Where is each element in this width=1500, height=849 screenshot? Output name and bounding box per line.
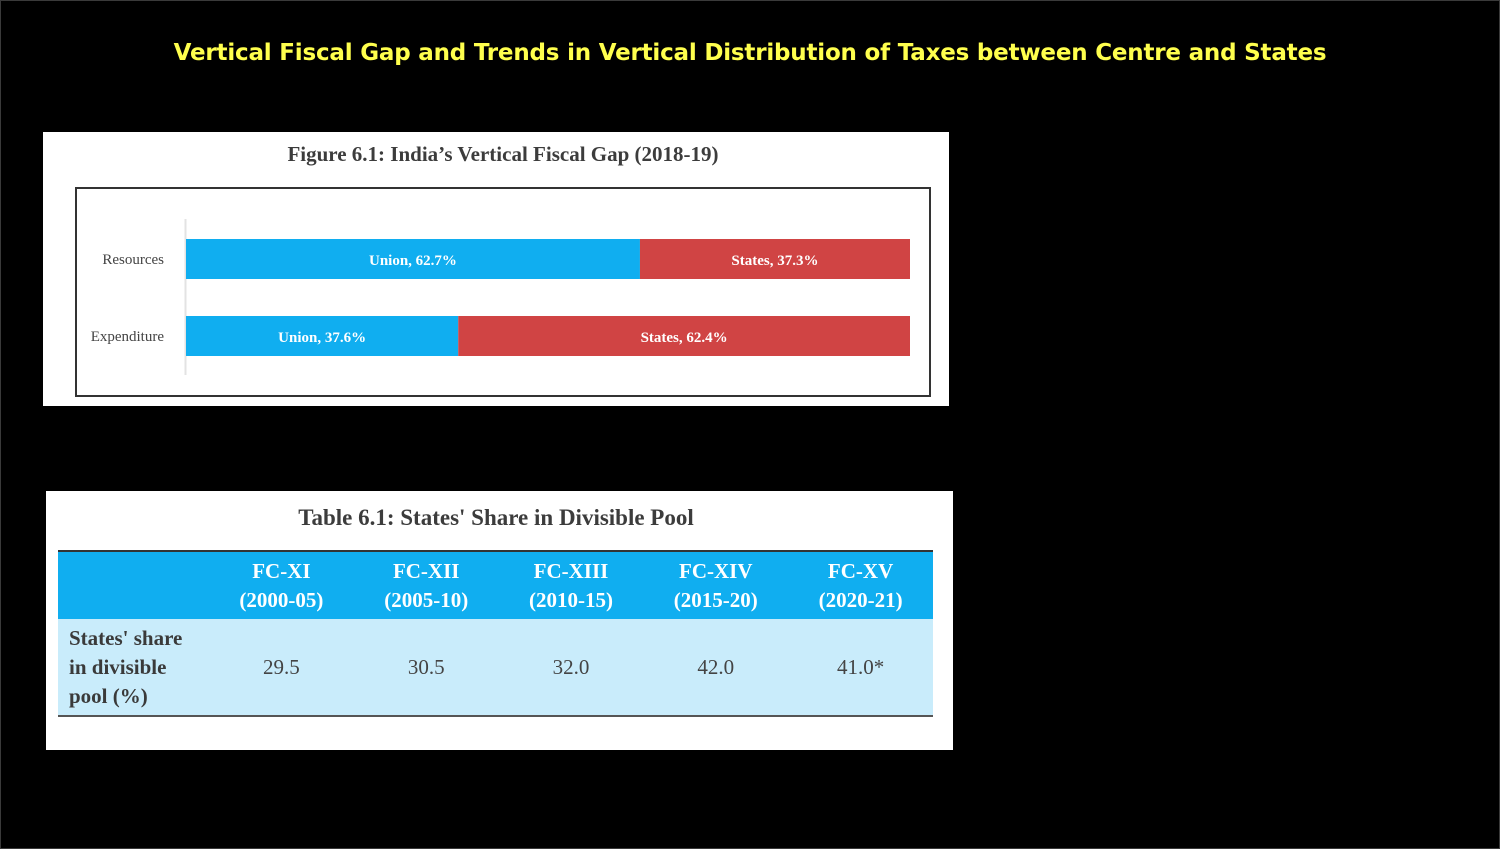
chart-box: Resources Union, 62.7% States, 37.3% Expend… bbox=[75, 187, 931, 397]
bar-union-resources bbox=[186, 239, 640, 279]
table-top-rule bbox=[58, 550, 933, 553]
figure-title: Figure 6.1: India’s Vertical Fiscal Gap … bbox=[287, 142, 719, 166]
table-panel: Table 6.1: States' Share in Divisible Po… bbox=[46, 491, 953, 750]
cell-fc-xiii: 32.0 bbox=[552, 654, 590, 679]
data-label-states-resources: States, 37.3% bbox=[731, 253, 818, 269]
header-fc-xiii: FC-XIII (2010-15) bbox=[529, 558, 613, 612]
table-title: Table 6.1: States' Share in Divisible Po… bbox=[298, 505, 694, 530]
table-row: States' share in divisible pool (%) 29.5… bbox=[58, 619, 933, 716]
data-label-states-expenditure: States, 62.4% bbox=[641, 330, 728, 346]
cell-fc-xiv: 42.0 bbox=[697, 654, 735, 679]
header-fc-xii: FC-XII (2005-10) bbox=[384, 558, 469, 612]
cell-fc-xv: 41.0* bbox=[836, 654, 885, 679]
share-table: FC-XI (2000-05) FC-XII (2005-10) FC-XIII (2… bbox=[58, 552, 933, 717]
header-fc-xi: FC-XI (2000-05) bbox=[239, 558, 324, 612]
cell-fc-xi: 29.5 bbox=[263, 654, 300, 679]
header-fc-xiv: FC-XIV (2015-20) bbox=[673, 558, 758, 612]
category-label-expenditure: Expenditure bbox=[91, 329, 165, 345]
data-label-union-resources: Union, 62.7% bbox=[369, 253, 457, 269]
bar-states-expenditure bbox=[458, 316, 910, 356]
category-label-resources: Resources bbox=[102, 252, 164, 268]
bar-states-resources bbox=[639, 239, 910, 279]
header-fc-xv: FC-XV (2020-21) bbox=[818, 558, 903, 612]
row-label: States' share in divisible pool (%) bbox=[69, 625, 183, 708]
data-label-union-expenditure: Union, 37.6% bbox=[278, 330, 366, 346]
slide-title: Vertical Fiscal Gap and Trends in Vertic… bbox=[173, 40, 1327, 66]
cell-fc-xii: 30.5 bbox=[407, 654, 445, 679]
bar-union-expenditure bbox=[186, 316, 459, 356]
table-header-row: FC-XI (2000-05) FC-XII (2005-10) FC-XIII (2… bbox=[58, 552, 933, 619]
fiscal-gap-chart: Resources Union, 62.7% States, 37.3% Expend… bbox=[91, 219, 910, 375]
header-blank bbox=[58, 552, 209, 619]
